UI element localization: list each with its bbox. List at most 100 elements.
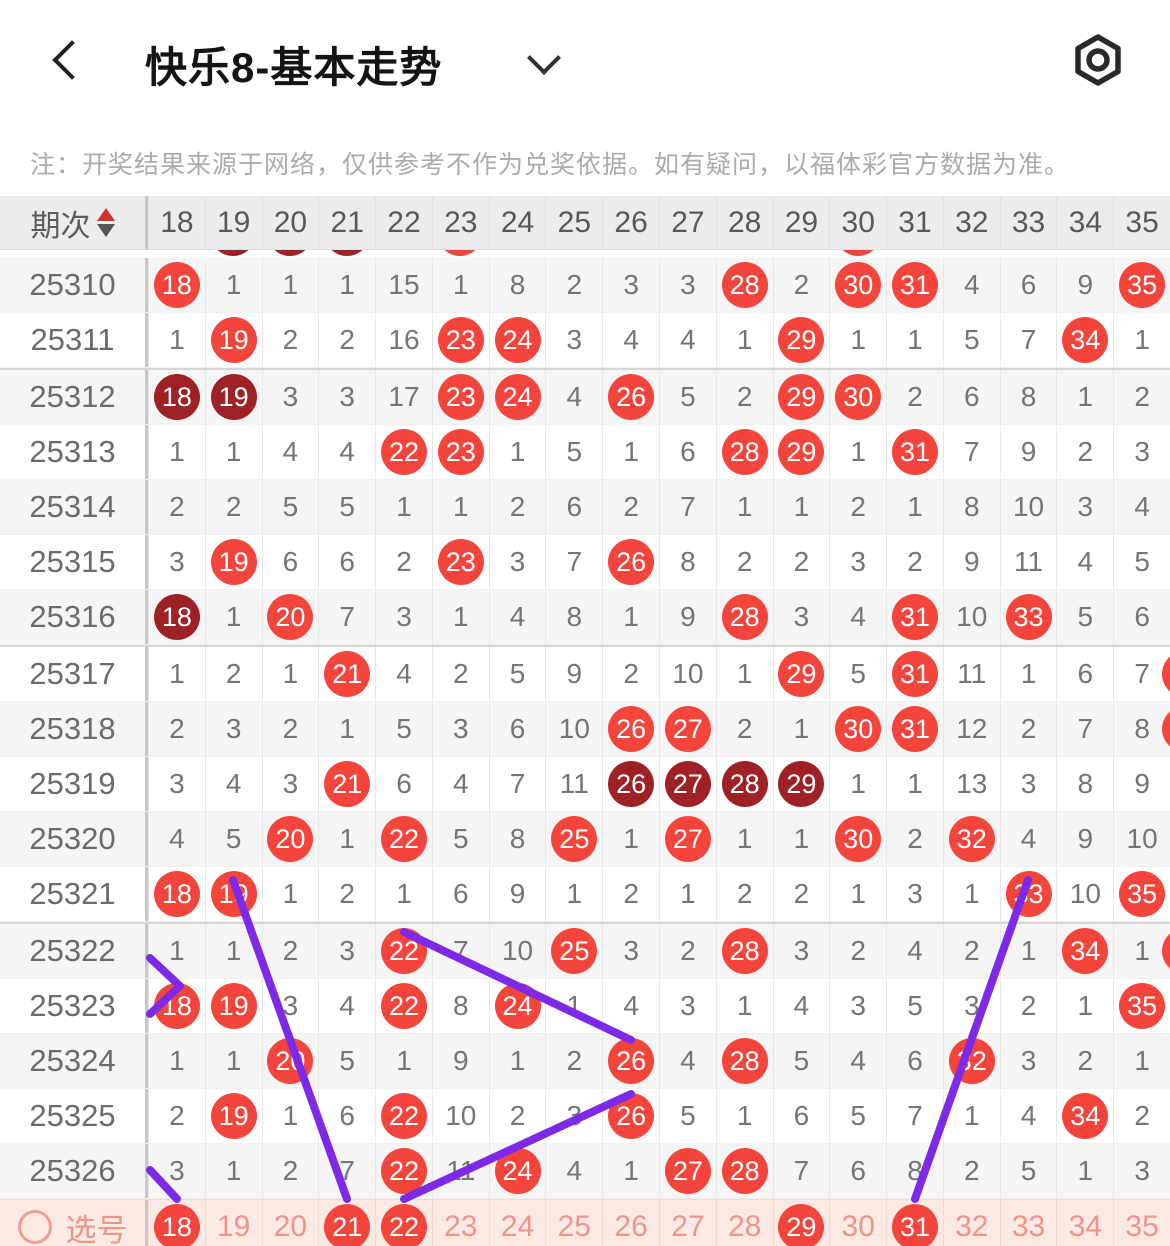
cell-25319-28: 28	[715, 757, 773, 811]
cell-25312-24: 24	[488, 370, 546, 424]
clipped-hit-circle-21	[323, 250, 370, 256]
select-number-19[interactable]: 19	[204, 1200, 262, 1246]
select-number-27[interactable]: 27	[659, 1200, 716, 1246]
cell-25312-22: 17	[375, 370, 432, 424]
hit-circle: 31	[891, 651, 938, 697]
select-number-28[interactable]: 28	[715, 1200, 773, 1246]
cell-25322-33: 1	[999, 924, 1057, 978]
cell-25322-18: 1	[148, 924, 205, 978]
cell-25314-18: 2	[148, 480, 205, 534]
sort-asc-icon	[96, 208, 115, 221]
back-button[interactable]	[52, 40, 92, 80]
cell-25313-19: 1	[204, 425, 262, 479]
cell-25325-28: 1	[715, 1089, 773, 1143]
table-row-25312: 25312 18 19 3 3 17 23 24 4 26 5 2 29 30 2 6 8 1 2	[0, 368, 1170, 425]
cell-25311-25: 3	[545, 313, 602, 367]
select-number-29[interactable]: 29	[772, 1200, 830, 1246]
cell-25324-28: 28	[715, 1034, 773, 1088]
cell-25323-26: 4	[602, 979, 659, 1033]
select-row-label: 选号	[0, 1200, 148, 1246]
cell-25326-33: 5	[999, 1144, 1057, 1198]
cell-25324-30: 4	[829, 1034, 886, 1088]
cell-25318-35: 8	[1113, 702, 1170, 756]
period-label: 25316	[0, 590, 148, 644]
cell-25322-25: 25	[545, 924, 602, 978]
select-number-21[interactable]: 21	[318, 1200, 375, 1246]
select-number-31[interactable]: 31	[886, 1200, 943, 1246]
period-label: 25315	[0, 535, 148, 589]
cell-25325-26: 26	[602, 1089, 659, 1143]
hit-circle: 22	[380, 1093, 427, 1139]
period-label: 25317	[0, 647, 148, 701]
period-label: 25311	[0, 313, 148, 367]
cell-25313-28: 28	[715, 425, 773, 479]
select-number-22[interactable]: 22	[375, 1200, 432, 1246]
cell-25316-27: 9	[659, 590, 716, 644]
column-header-27: 27	[659, 196, 716, 249]
cell-25322-30: 2	[829, 924, 886, 978]
select-number-23[interactable]: 23	[431, 1200, 489, 1246]
chevron-down-icon	[527, 41, 561, 75]
select-number-33[interactable]: 33	[999, 1200, 1057, 1246]
cell-25318-26: 26	[602, 702, 659, 756]
cell-25322-22: 22	[375, 924, 432, 978]
cell-25324-22: 1	[375, 1034, 432, 1088]
cell-25314-29: 1	[772, 480, 830, 534]
cell-25316-34: 5	[1056, 590, 1113, 644]
hit-circle-dark: 27	[664, 761, 711, 807]
cell-25316-33: 33	[999, 590, 1057, 644]
cell-25317-27: 10	[659, 647, 716, 701]
cell-25322-23: 7	[431, 924, 489, 978]
cell-25324-35: 1	[1113, 1034, 1170, 1088]
cell-25321-24: 9	[488, 867, 546, 921]
cell-25311-34: 34	[1056, 313, 1113, 367]
select-number-18[interactable]: 18	[148, 1200, 205, 1246]
select-number-20[interactable]: 20	[261, 1200, 319, 1246]
hit-circle-dark: 29	[778, 761, 825, 807]
cell-25310-23: 1	[431, 258, 489, 312]
cell-25314-25: 6	[545, 480, 602, 534]
select-number-24[interactable]: 24	[488, 1200, 546, 1246]
cell-25310-28: 28	[715, 258, 773, 312]
hit-circle: 24	[494, 983, 541, 1029]
cell-25326-32: 2	[942, 1144, 1000, 1198]
page-title: 快乐8-基本走势	[145, 44, 443, 91]
cell-25323-33: 2	[999, 979, 1057, 1033]
select-number-26[interactable]: 26	[602, 1200, 659, 1246]
table-row-25310: 25310 18 1 1 1 15 1 8 2 3 3 28 2 30 31 4 6 9 35	[0, 258, 1170, 313]
cell-25325-20: 1	[261, 1089, 319, 1143]
cell-25314-23: 1	[431, 480, 489, 534]
hit-circle: 28	[721, 429, 768, 475]
table-row-25319: 25319 3 4 3 21 6 4 7 11 26 27 28 29 1 1 13 3 8 9	[0, 757, 1170, 812]
cell-25313-20: 4	[261, 425, 319, 479]
settings-button[interactable]	[1072, 32, 1124, 88]
select-number-32[interactable]: 32	[942, 1200, 1000, 1246]
cell-25313-31: 31	[886, 425, 943, 479]
hit-circle: 26	[608, 706, 655, 752]
cell-25314-20: 5	[261, 480, 319, 534]
period-sort-header[interactable]: 期次	[0, 196, 148, 249]
cell-25314-28: 1	[715, 480, 773, 534]
cell-25315-18: 3	[148, 535, 205, 589]
cell-25312-25: 4	[545, 370, 602, 424]
top-bar: 快乐8-基本走势	[0, 0, 1170, 112]
cell-25310-24: 8	[488, 258, 546, 312]
cell-25318-22: 5	[375, 702, 432, 756]
cell-25312-32: 6	[942, 370, 1000, 424]
clipped-hit-circle-20	[266, 250, 313, 256]
select-number-35[interactable]: 35	[1113, 1200, 1170, 1246]
cell-25319-33: 3	[999, 757, 1057, 811]
cell-25318-32: 12	[942, 702, 1000, 756]
title-dropdown-button[interactable]	[527, 41, 566, 76]
cell-25313-32: 7	[942, 425, 1000, 479]
clipped-hit-circle-19	[210, 250, 257, 256]
select-number-34[interactable]: 34	[1056, 1200, 1113, 1246]
select-number-30[interactable]: 30	[829, 1200, 886, 1246]
cell-25312-34: 1	[1056, 370, 1113, 424]
hit-circle: 30	[835, 374, 882, 420]
select-number-25[interactable]: 25	[545, 1200, 602, 1246]
hit-circle: 19	[210, 1093, 257, 1139]
period-label: 25310	[0, 258, 148, 312]
cell-25320-24: 8	[488, 812, 546, 866]
cell-25313-18: 1	[148, 425, 205, 479]
